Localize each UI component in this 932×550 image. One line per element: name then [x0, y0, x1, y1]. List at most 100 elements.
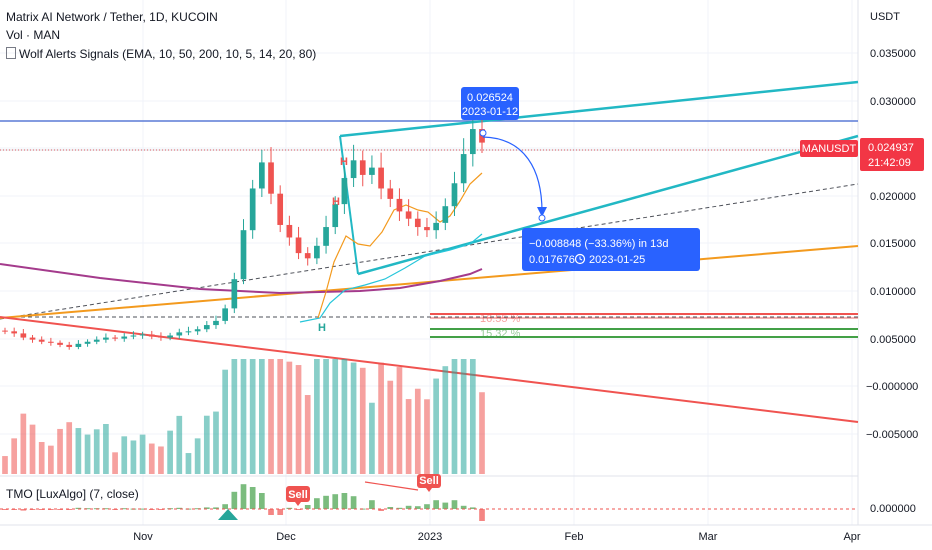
volume-bar — [57, 428, 63, 474]
candle-body[interactable] — [405, 211, 412, 219]
candle-body[interactable] — [304, 253, 311, 259]
symbol-price-badge[interactable]: MANUSDT 0.024937 21:42:09 — [800, 138, 924, 171]
oscillator-bar — [139, 508, 146, 510]
candle-body[interactable] — [240, 230, 247, 280]
volume-bar — [332, 359, 339, 474]
channel-lower-line[interactable] — [357, 134, 859, 276]
volume-bar — [268, 359, 274, 474]
time-axis[interactable]: Nov Dec 2023 Feb Mar Apr — [133, 531, 861, 543]
dashed-trend-line[interactable] — [0, 183, 859, 320]
candle-body[interactable] — [48, 341, 54, 343]
candle-body[interactable] — [75, 343, 82, 347]
sell-signal-1[interactable]: Sell — [286, 486, 310, 506]
candle-body[interactable] — [442, 206, 449, 223]
candle-body[interactable] — [378, 167, 384, 189]
volume-legend[interactable]: Vol · MAN — [6, 28, 61, 42]
measure-date: 2023-01-25 — [589, 254, 645, 266]
candle-body[interactable] — [259, 162, 265, 189]
candles[interactable] — [2, 114, 485, 350]
candle-body[interactable] — [249, 188, 256, 231]
candle-body[interactable] — [231, 279, 238, 309]
sell-signal-2[interactable]: Sell — [417, 474, 441, 492]
candle-body[interactable] — [66, 344, 73, 347]
projection-start-point[interactable] — [479, 129, 487, 137]
candle-body[interactable] — [158, 336, 164, 338]
oscillator-bar — [249, 487, 256, 509]
oscillator-divergence-line — [364, 481, 419, 491]
candle-body[interactable] — [57, 342, 63, 345]
projection-arrow[interactable] — [482, 136, 543, 213]
price-axis[interactable]: USDT 0.035000 0.030000 0.020000 0.015000… — [866, 11, 918, 515]
projection-target-point[interactable] — [538, 214, 546, 222]
candle-body[interactable] — [387, 188, 394, 199]
candle-body[interactable] — [84, 341, 91, 344]
candle-body[interactable] — [396, 198, 403, 212]
volume-bar — [350, 362, 357, 474]
volume-bar — [84, 434, 91, 474]
candle-body[interactable] — [277, 193, 284, 225]
oscillator-bar — [460, 505, 467, 509]
candle-body[interactable] — [433, 222, 439, 231]
volume-bar — [48, 445, 54, 474]
candle-body[interactable] — [341, 178, 348, 205]
candle-body[interactable] — [11, 331, 18, 334]
candle-body[interactable] — [29, 337, 36, 340]
candle-body[interactable] — [222, 308, 228, 321]
oscillator-bar — [350, 496, 357, 509]
candle-body[interactable] — [20, 333, 27, 338]
ema-50-line — [299, 233, 483, 323]
candle-body[interactable] — [350, 160, 357, 179]
last-price-label: 0.024937 — [868, 142, 914, 154]
candle-body[interactable] — [414, 218, 421, 228]
candle-body[interactable] — [167, 335, 173, 338]
channel-upper-line[interactable] — [339, 80, 859, 138]
candle-body[interactable] — [268, 162, 274, 194]
fib-label-upper: 16.55 % — [480, 313, 521, 325]
candle-body[interactable] — [194, 329, 201, 332]
candle-body[interactable] — [203, 325, 210, 330]
candle-body[interactable] — [148, 334, 155, 337]
candle-body[interactable] — [314, 245, 320, 259]
candle-body[interactable] — [103, 337, 109, 340]
candle-body[interactable] — [213, 320, 219, 326]
candle-body[interactable] — [185, 331, 192, 333]
oscillator-bar — [433, 500, 439, 509]
volume-bars — [2, 359, 485, 474]
oscillator-bar — [2, 509, 8, 510]
candle-body[interactable] — [38, 339, 45, 342]
candle-body[interactable] — [130, 335, 137, 337]
candle-body[interactable] — [460, 154, 467, 184]
oscillator-bar — [479, 509, 485, 521]
candle-body[interactable] — [451, 183, 458, 207]
time-tick: 2023 — [418, 531, 442, 543]
candle-body[interactable] — [121, 336, 128, 339]
volume-bar — [176, 415, 183, 474]
candle-body[interactable] — [286, 224, 293, 238]
candle-body[interactable] — [369, 167, 375, 175]
chart-title[interactable]: Matrix AI Network / Tether, 1D, KUCOIN — [6, 10, 218, 24]
candle-body[interactable] — [332, 204, 339, 228]
fib-zone[interactable] — [430, 312, 858, 338]
high-callout[interactable]: 0.026524 2023-01-12 — [461, 87, 519, 120]
candle-body[interactable] — [323, 227, 329, 246]
candle-body[interactable] — [469, 129, 476, 155]
candle-body[interactable] — [359, 160, 366, 175]
candle-body[interactable] — [424, 227, 430, 231]
measure-box[interactable]: −0.008848 (−33.36%) in 13d 0.017676 2023… — [522, 228, 700, 271]
candle-body[interactable] — [139, 334, 146, 336]
volume-bar — [460, 359, 467, 474]
oscillator-bar — [369, 500, 375, 509]
candle-body[interactable] — [176, 332, 183, 336]
candle-body[interactable] — [2, 330, 8, 332]
oscillator-legend[interactable]: TMO [LuxAlgo] (7, close) — [6, 487, 139, 501]
price-tick: −0.000000 — [866, 381, 918, 393]
volume-bar — [414, 388, 421, 474]
candle-body[interactable] — [112, 337, 118, 339]
candle-body[interactable] — [93, 339, 100, 342]
candle-body[interactable] — [295, 237, 302, 254]
volume-bar — [359, 367, 366, 474]
oscillator-bar — [295, 509, 302, 510]
indicator-legend[interactable]: Wolf Alerts Signals (EMA, 10, 50, 200, 1… — [6, 47, 316, 61]
volume-bar — [139, 434, 146, 474]
